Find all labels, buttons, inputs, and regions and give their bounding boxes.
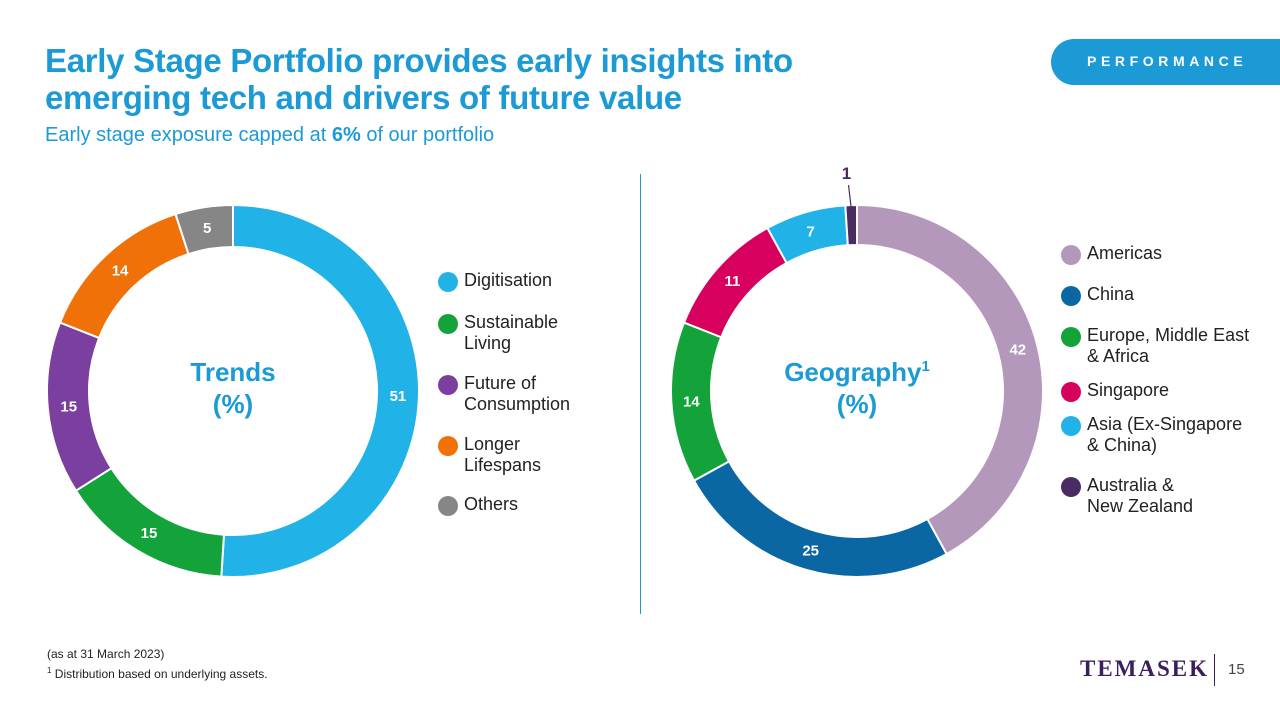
legend-swatch: [438, 436, 458, 456]
logo-separator: [1214, 654, 1215, 686]
geography-chart-unit: (%): [837, 389, 877, 419]
legend-swatch: [438, 272, 458, 292]
legend-label: Sustainable Living: [464, 312, 559, 353]
geography-slice-2: [670, 321, 731, 482]
legend-swatch: [1061, 477, 1081, 497]
temasek-logo: TEMASEK: [1080, 656, 1210, 681]
trends-slice-1: [74, 466, 226, 578]
legend-label: Future of Consumption: [464, 373, 571, 414]
legend-label: Digitisation: [464, 270, 553, 290]
legend-swatch: [438, 496, 458, 516]
legend-swatch: [1061, 382, 1081, 402]
trends-data-label-0: 51: [390, 388, 407, 405]
trends-chart-unit: (%): [213, 389, 253, 419]
geography-leader-5: [847, 185, 852, 210]
trends-data-label-3: 14: [112, 263, 129, 280]
legend-swatch: [1061, 327, 1081, 347]
footnote-marker: 1: [47, 666, 52, 675]
trends-data-label-4: 5: [203, 220, 211, 237]
section-tag-label: PERFORMANCE: [1087, 53, 1248, 69]
page-subtitle: Early stage exposure capped at 6% of our…: [45, 124, 494, 147]
geography-data-label-2: 14: [683, 393, 700, 410]
trends-slice-0: [220, 203, 420, 578]
geography-slice-5: [844, 203, 858, 247]
legend-label: Singapore: [1087, 380, 1170, 400]
subtitle-text: Early stage exposure capped at: [45, 124, 332, 146]
legend-swatch: [438, 375, 458, 395]
geography-data-label-1: 25: [802, 542, 819, 559]
geography-data-label-3: 11: [725, 273, 741, 290]
trends-slice-4: [174, 203, 234, 256]
page-number: 15: [1228, 661, 1245, 678]
geography-data-label-5: 1: [842, 164, 851, 183]
trends-chart-title: Trends: [190, 357, 275, 387]
legend-swatch: [1061, 416, 1081, 436]
geography-data-label-4: 7: [807, 224, 815, 241]
page-title: Early Stage Portfolio provides early ins…: [45, 42, 793, 116]
geography-slice-1: [692, 459, 948, 578]
legend-label: Others: [464, 494, 519, 514]
subtitle-text-end: of our portfolio: [360, 124, 495, 146]
geography-data-label-0: 42: [1009, 342, 1026, 359]
geography-slice-0: [856, 203, 1044, 556]
footnote-text: Distribution based on underlying assets.: [51, 667, 268, 681]
date-note: (as at 31 March 2023): [47, 647, 165, 661]
legend-swatch: [438, 314, 458, 334]
legend-label: Americas: [1087, 243, 1163, 263]
geography-title-footnote-marker: 1: [921, 358, 929, 375]
legend-label: Europe, Middle East & Africa: [1087, 325, 1250, 366]
chart-divider: [640, 174, 641, 614]
trends-slice-2: [46, 321, 113, 493]
legend-label: Longer Lifespans: [464, 434, 542, 475]
footnote: 1 Distribution based on underlying asset…: [47, 666, 268, 681]
subtitle-highlight: 6%: [331, 124, 361, 146]
legend-label: Asia (Ex-Singapore & China): [1087, 414, 1243, 455]
legend-label: China: [1087, 284, 1135, 304]
legend-label: Australia & New Zealand: [1087, 475, 1194, 516]
trends-data-label-1: 15: [141, 525, 158, 542]
legend-swatch: [1061, 286, 1081, 306]
legend-swatch: [1061, 245, 1081, 265]
trends-data-label-2: 15: [60, 399, 77, 416]
section-tag: PERFORMANCE: [1051, 39, 1280, 85]
geography-chart-title: Geography1: [784, 357, 930, 387]
